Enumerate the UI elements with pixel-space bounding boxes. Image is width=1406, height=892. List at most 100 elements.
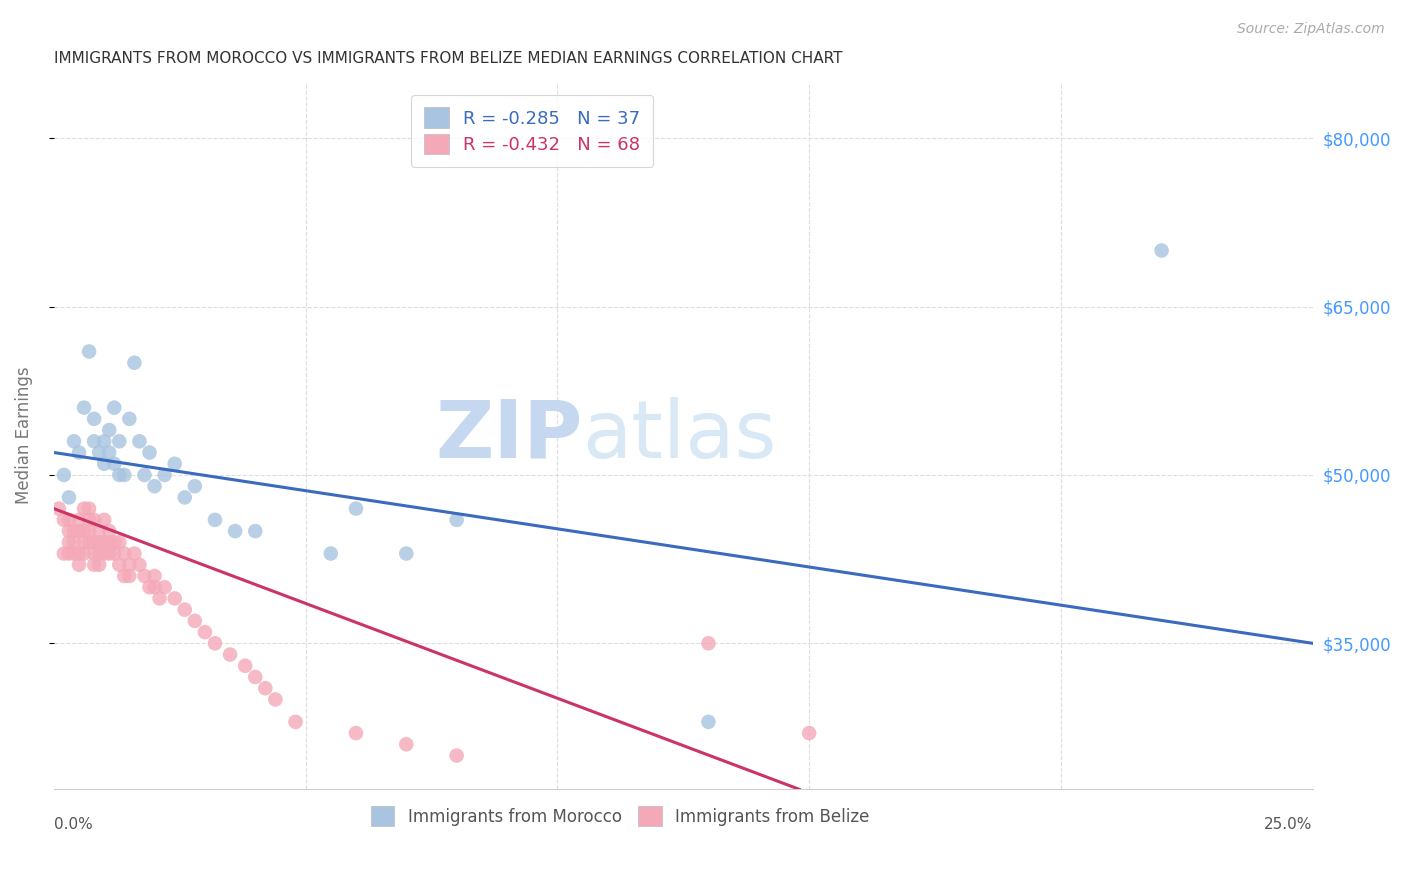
- Point: [319, 547, 342, 561]
- Point: [83, 513, 105, 527]
- Point: [112, 547, 135, 561]
- Point: [103, 401, 125, 415]
- Point: [697, 636, 720, 650]
- Text: ZIP: ZIP: [436, 397, 582, 475]
- Point: [204, 636, 226, 650]
- Point: [108, 558, 131, 572]
- Point: [98, 445, 121, 459]
- Point: [73, 401, 96, 415]
- Point: [446, 513, 468, 527]
- Point: [73, 501, 96, 516]
- Point: [245, 524, 267, 538]
- Point: [52, 467, 75, 482]
- Point: [52, 513, 75, 527]
- Point: [143, 580, 166, 594]
- Point: [233, 658, 256, 673]
- Point: [173, 491, 195, 505]
- Point: [73, 547, 96, 561]
- Point: [134, 467, 156, 482]
- Point: [58, 491, 80, 505]
- Point: [89, 445, 111, 459]
- Point: [103, 535, 125, 549]
- Point: [83, 547, 105, 561]
- Point: [163, 591, 186, 606]
- Point: [128, 434, 150, 449]
- Point: [83, 558, 105, 572]
- Point: [73, 535, 96, 549]
- Point: [83, 434, 105, 449]
- Point: [77, 501, 100, 516]
- Point: [108, 535, 131, 549]
- Point: [118, 569, 141, 583]
- Point: [134, 569, 156, 583]
- Point: [204, 513, 226, 527]
- Point: [108, 467, 131, 482]
- Point: [148, 591, 170, 606]
- Legend: Immigrants from Morocco, Immigrants from Belize: Immigrants from Morocco, Immigrants from…: [363, 798, 877, 834]
- Point: [77, 524, 100, 538]
- Point: [163, 457, 186, 471]
- Point: [118, 558, 141, 572]
- Point: [58, 547, 80, 561]
- Text: IMMIGRANTS FROM MOROCCO VS IMMIGRANTS FROM BELIZE MEDIAN EARNINGS CORRELATION CH: IMMIGRANTS FROM MOROCCO VS IMMIGRANTS FR…: [53, 51, 842, 66]
- Point: [89, 524, 111, 538]
- Point: [344, 726, 367, 740]
- Point: [112, 467, 135, 482]
- Point: [67, 558, 90, 572]
- Point: [284, 714, 307, 729]
- Point: [153, 467, 176, 482]
- Point: [98, 524, 121, 538]
- Point: [89, 558, 111, 572]
- Point: [118, 412, 141, 426]
- Point: [89, 535, 111, 549]
- Point: [93, 535, 115, 549]
- Point: [48, 501, 70, 516]
- Point: [58, 535, 80, 549]
- Point: [83, 412, 105, 426]
- Point: [1150, 244, 1173, 258]
- Point: [224, 524, 246, 538]
- Point: [77, 344, 100, 359]
- Point: [143, 569, 166, 583]
- Point: [245, 670, 267, 684]
- Point: [395, 547, 418, 561]
- Text: Source: ZipAtlas.com: Source: ZipAtlas.com: [1237, 22, 1385, 37]
- Point: [173, 602, 195, 616]
- Point: [264, 692, 287, 706]
- Point: [63, 434, 86, 449]
- Point: [395, 737, 418, 751]
- Point: [63, 535, 86, 549]
- Point: [67, 524, 90, 538]
- Point: [112, 569, 135, 583]
- Point: [93, 547, 115, 561]
- Point: [103, 457, 125, 471]
- Point: [63, 524, 86, 538]
- Point: [63, 547, 86, 561]
- Point: [124, 547, 146, 561]
- Point: [73, 524, 96, 538]
- Y-axis label: Median Earnings: Median Earnings: [15, 367, 32, 505]
- Text: atlas: atlas: [582, 397, 778, 475]
- Point: [138, 580, 160, 594]
- Point: [98, 423, 121, 437]
- Point: [67, 513, 90, 527]
- Point: [67, 547, 90, 561]
- Point: [89, 547, 111, 561]
- Point: [194, 625, 217, 640]
- Point: [124, 356, 146, 370]
- Point: [58, 524, 80, 538]
- Text: 25.0%: 25.0%: [1264, 817, 1313, 832]
- Point: [108, 434, 131, 449]
- Point: [77, 535, 100, 549]
- Point: [93, 513, 115, 527]
- Point: [103, 547, 125, 561]
- Point: [98, 535, 121, 549]
- Point: [77, 513, 100, 527]
- Point: [184, 614, 207, 628]
- Point: [697, 714, 720, 729]
- Point: [93, 457, 115, 471]
- Point: [153, 580, 176, 594]
- Point: [83, 535, 105, 549]
- Point: [254, 681, 277, 696]
- Point: [446, 748, 468, 763]
